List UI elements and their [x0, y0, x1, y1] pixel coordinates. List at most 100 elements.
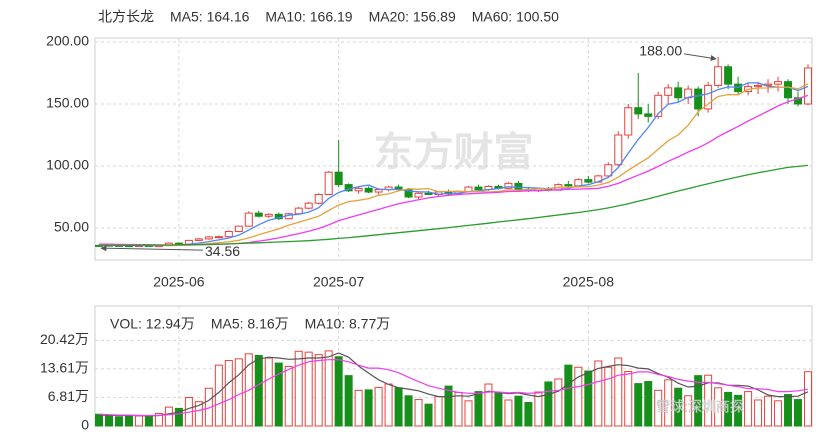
volume-bar: [744, 391, 753, 427]
candle-body: [514, 182, 523, 191]
legend-entry: MA60: 100.50: [472, 9, 559, 25]
candle-body: [674, 87, 683, 99]
volume-bar: [384, 383, 393, 427]
volume-bar: [534, 391, 543, 427]
candle-body: [694, 88, 703, 110]
legend-entry: MA5: 8.16万: [211, 316, 289, 332]
ma-line: [98, 82, 809, 247]
candle-body: [464, 186, 473, 192]
volume-bar: [374, 386, 383, 427]
candle-body: [254, 212, 263, 217]
candle-body: [794, 97, 803, 105]
legend-entry: MA10: 8.77万: [305, 316, 391, 332]
volume-bar: [694, 375, 703, 427]
candle-body: [244, 212, 253, 227]
volume-bar: [584, 370, 593, 427]
y-tick-label: 20.42万: [40, 331, 89, 347]
volume-bar: [304, 351, 313, 427]
candle-body: [474, 186, 483, 191]
candle-body: [714, 66, 723, 86]
candle-body: [654, 94, 663, 117]
candle-body: [804, 67, 812, 105]
vol-ma-line: [99, 352, 809, 417]
watermark: 雪球:深圳商探: [656, 399, 744, 415]
volume-bar: [234, 358, 243, 427]
volume-bar: [214, 364, 223, 427]
annotation-arrow: [684, 53, 717, 61]
y-tick-label: 50.00: [54, 219, 89, 235]
volume-bar: [644, 381, 653, 427]
volume-bar: [804, 371, 812, 427]
candle-body: [604, 164, 613, 177]
volume-bar: [394, 387, 403, 427]
y-tick-label: 0: [81, 417, 89, 433]
candle-body: [214, 236, 223, 239]
volume-bar: [794, 399, 803, 427]
x-tick-label: 2025-06: [153, 274, 205, 290]
candle-body: [624, 107, 633, 136]
volume-bar: [494, 391, 503, 427]
candle-body: [664, 87, 673, 96]
volume-bar: [474, 391, 483, 427]
volume-bar: [464, 400, 473, 427]
volume-bar: [564, 364, 573, 427]
volume-bar: [784, 394, 793, 427]
volume-bar: [274, 362, 283, 427]
candle-body: [564, 184, 573, 187]
volume-bar: [334, 356, 343, 427]
volume-bar: [574, 366, 583, 427]
volume-bar: [194, 401, 203, 427]
volume-bar: [734, 394, 743, 427]
ma-line: [98, 83, 809, 247]
volume-bar: [674, 387, 683, 427]
annotation-label: 34.56: [205, 243, 240, 259]
candle-body: [414, 192, 423, 198]
candle-body: [324, 171, 333, 196]
candle-body: [294, 207, 303, 215]
candle-body: [224, 230, 233, 238]
watermark: 东方财富: [374, 131, 534, 175]
candle-body: [234, 225, 243, 232]
vol-ma-line: [98, 359, 809, 417]
volume-bar: [504, 399, 513, 427]
ma-line: [99, 164, 809, 247]
volume-bar: [514, 395, 523, 427]
y-tick-label: 100.00: [46, 157, 89, 173]
panel-frame: [94, 305, 813, 427]
volume-bar: [614, 357, 623, 427]
volume-bar: [414, 399, 423, 427]
candle-body: [174, 242, 183, 245]
candle-body: [584, 179, 593, 183]
volume-bar: [524, 402, 533, 427]
volume-bar: [714, 387, 723, 427]
volume-bar: [554, 378, 563, 427]
legend-entry: MA20: 156.89: [369, 9, 456, 25]
y-tick-label: 13.61万: [40, 360, 89, 376]
volume-bar: [95, 413, 103, 427]
volume-bar: [454, 391, 463, 427]
volume-bar: [294, 350, 303, 427]
volume-bar: [424, 403, 433, 427]
volume-bar: [254, 355, 263, 427]
candle-body: [374, 189, 383, 193]
volume-bar: [624, 370, 633, 427]
volume-bar: [264, 357, 273, 427]
candle-body: [504, 182, 513, 189]
volume-bar: [104, 414, 113, 427]
candle-body: [634, 107, 643, 115]
volume-bar: [774, 400, 783, 427]
annotation-label: 188.00: [639, 43, 682, 59]
y-tick-label: 200.00: [46, 33, 89, 49]
volume-bar: [724, 391, 733, 427]
volume-bar: [224, 360, 233, 427]
volume-bar: [284, 365, 293, 427]
annotation-arrow: [100, 245, 204, 252]
candle-body: [204, 236, 213, 240]
volume-bar: [594, 360, 603, 427]
candle-body: [784, 81, 793, 99]
volume-bar: [174, 407, 183, 427]
candle-body: [704, 84, 713, 110]
candle-body: [364, 187, 373, 193]
